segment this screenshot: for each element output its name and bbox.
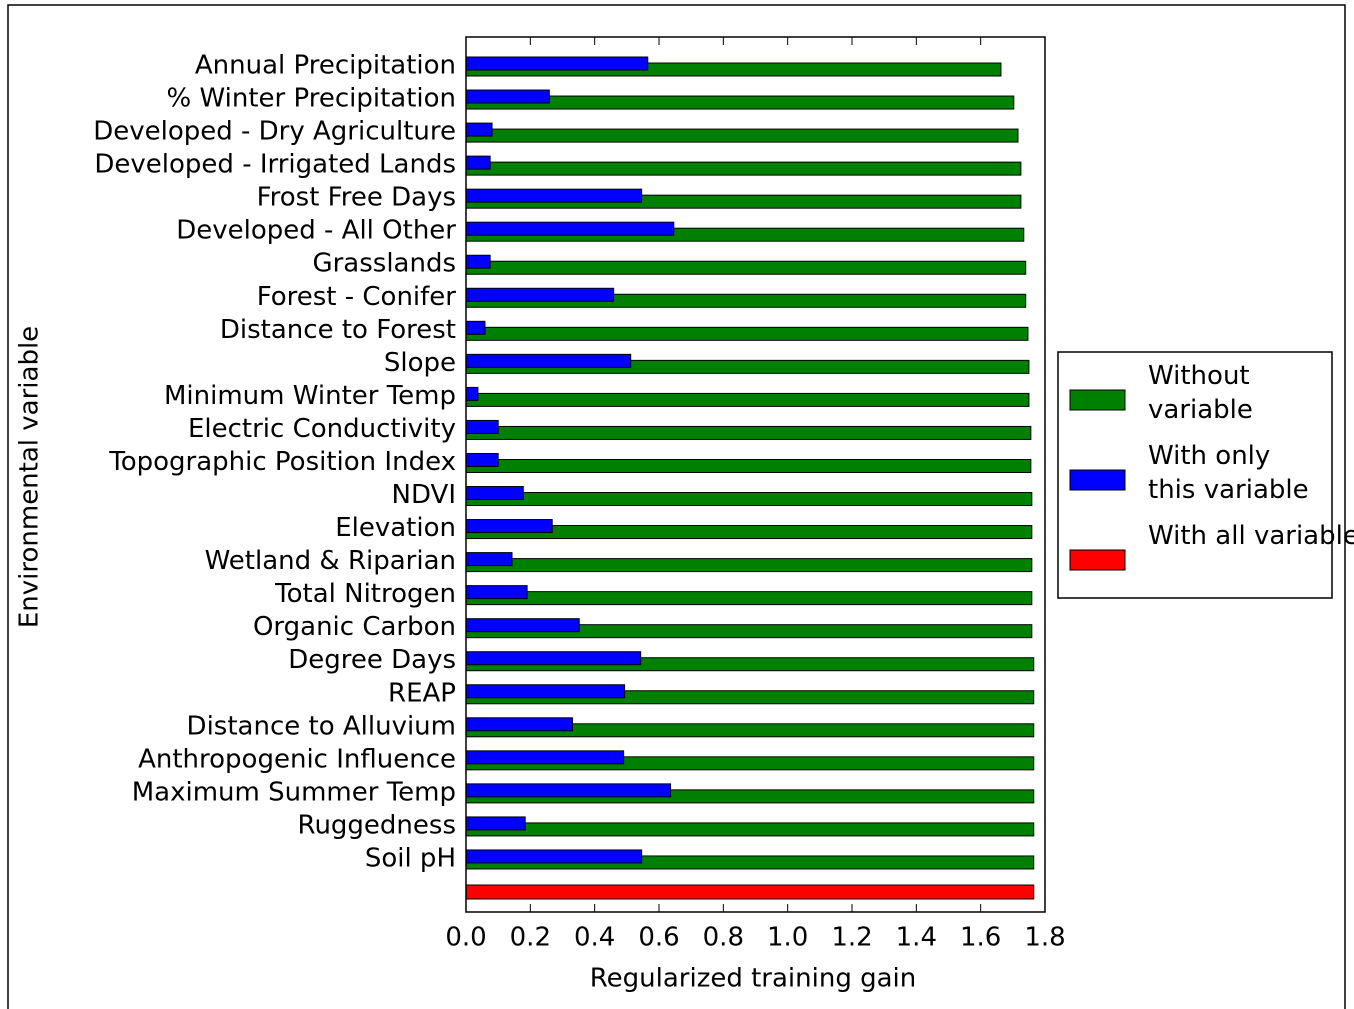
y-tick-label: Grasslands [312, 249, 456, 279]
y-tick-label: Anthropogenic Influence [138, 744, 456, 774]
x-tick-label: 1.6 [960, 923, 1001, 953]
bar [465, 56, 649, 71]
y-tick-label: Ruggedness [298, 810, 456, 840]
bar [465, 618, 580, 633]
bar [465, 717, 573, 732]
bar [465, 419, 499, 434]
y-tick-label: Soil pH [365, 843, 456, 873]
bar [465, 585, 528, 600]
y-tick-label: Distance to Forest [220, 315, 456, 345]
bar [465, 287, 615, 302]
legend-label-line: With all variables [1148, 521, 1354, 551]
bar [465, 386, 479, 401]
bar [465, 161, 1022, 176]
y-tick-label: Total Nitrogen [274, 579, 456, 609]
bar [465, 750, 625, 765]
bar [465, 884, 1035, 900]
bar [465, 486, 524, 501]
legend-swatch [1069, 549, 1126, 571]
y-tick-label: Frost Free Days [257, 183, 456, 213]
bar [465, 822, 1035, 837]
x-tick-label: 0.6 [638, 923, 679, 953]
y-tick-label: Organic Carbon [253, 612, 456, 642]
y-tick-label: Topographic Position Index [108, 447, 456, 477]
bar [465, 519, 553, 534]
legend-label-line: With only [1148, 441, 1270, 471]
y-tick-label: NDVI [392, 480, 456, 510]
y-tick-label: % Winter Precipitation [167, 84, 456, 114]
legend-label: With only this variable [1148, 441, 1309, 505]
legend-label-line: this variable [1148, 475, 1309, 505]
y-tick-label: Electric Conductivity [188, 414, 456, 444]
y-tick-label: Forest - Conifer [257, 282, 457, 312]
y-tick-label: Developed - All Other [176, 216, 456, 246]
frame [7, 4, 1346, 1009]
bar [465, 260, 1027, 275]
bar [465, 326, 1029, 341]
y-tick-label: Developed - Dry Agriculture [93, 117, 456, 147]
y-tick-label: Slope [384, 348, 456, 378]
bar [465, 122, 493, 137]
legend-swatch [1069, 469, 1126, 491]
x-axis-label: Regularized training gain [590, 964, 917, 994]
bar [465, 558, 1033, 573]
y-tick-label: Minimum Winter Temp [164, 381, 456, 411]
y-tick-label: Maximum Summer Temp [132, 777, 456, 807]
x-tick-label: 1.8 [1024, 923, 1065, 953]
bar [465, 452, 499, 467]
legend-label-line: Without [1148, 361, 1250, 391]
bar [465, 591, 1033, 606]
bar [465, 221, 675, 236]
bar [465, 89, 550, 104]
bar [465, 552, 513, 567]
plot-frame [465, 36, 1046, 913]
x-tick-label: 1.0 [767, 923, 808, 953]
y-tick-label: Distance to Alluvium [187, 711, 456, 741]
bar [465, 816, 526, 831]
x-tick-label: 1.4 [896, 923, 937, 953]
bar [465, 492, 1033, 507]
x-tick-label: 0.0 [445, 923, 486, 953]
bar [465, 684, 626, 699]
legend-label: Without variable [1148, 361, 1253, 425]
y-tick-label: Developed - Irrigated Lands [94, 150, 456, 180]
bar [465, 458, 1032, 473]
x-tick-label: 1.2 [831, 923, 872, 953]
bar [465, 128, 1019, 143]
bar [465, 320, 486, 335]
bar [465, 783, 672, 798]
y-tick-label: Annual Precipitation [195, 51, 456, 81]
y-tick-label: Wetland & Riparian [205, 546, 456, 576]
x-tick-label: 0.2 [510, 923, 551, 953]
bar [465, 651, 642, 666]
legend-label: With all variables [1148, 521, 1354, 551]
x-tick-label: 0.8 [703, 923, 744, 953]
bar [465, 254, 491, 269]
x-tick-label: 0.4 [574, 923, 615, 953]
bar [465, 155, 491, 170]
bar [465, 392, 1030, 407]
bar [465, 188, 643, 203]
bar [465, 425, 1032, 440]
y-tick-label: Elevation [335, 513, 456, 543]
bar [465, 849, 643, 864]
bar [465, 353, 632, 368]
legend-label-line: variable [1148, 395, 1253, 425]
y-axis-label: Environmental variable [15, 326, 45, 628]
y-tick-label: Degree Days [288, 645, 456, 675]
legend-swatch [1069, 389, 1126, 411]
y-tick-label: REAP [388, 678, 456, 708]
